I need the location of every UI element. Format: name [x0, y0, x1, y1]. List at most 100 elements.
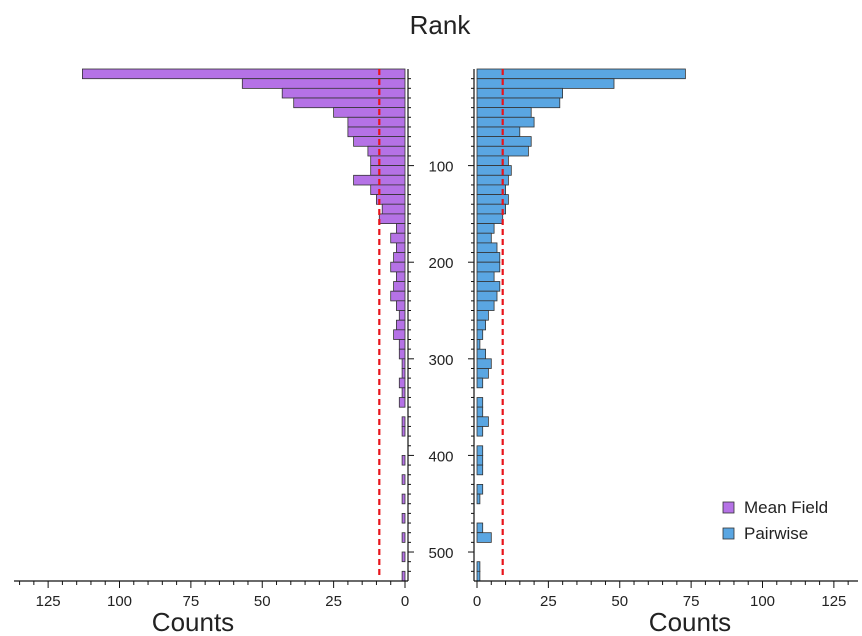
pairwise-bar-170 [476, 232, 492, 244]
pairwise-bar-120 [476, 184, 507, 195]
pairwise-bar-520 [476, 570, 481, 582]
mean-field-bar-340 [398, 397, 406, 408]
mean-field-bar-150 [378, 213, 406, 224]
legend-label-pairwise: Pairwise [744, 524, 808, 543]
pairwise-bar-230 [476, 290, 498, 302]
left-x-tick-label: 125 [36, 593, 61, 610]
mean-field-bar-330 [401, 387, 406, 398]
right-x-tick-label: 75 [683, 593, 700, 610]
legend: Mean Field Pairwise [722, 498, 828, 543]
mean-field-bar-260 [395, 319, 406, 331]
pairwise-bar-400 [476, 454, 484, 466]
mean-field-bars [82, 68, 406, 582]
pairwise-bar-190 [476, 252, 501, 263]
mean-field-bar-280 [398, 339, 406, 350]
mean-field-bar-300 [401, 358, 406, 369]
pairwise-bar-180 [476, 242, 498, 253]
mean-field-bar-120 [370, 184, 406, 195]
right-x-axis-label: Counts [649, 607, 731, 636]
mean-field-bar-30 [293, 97, 406, 109]
mean-field-bar-100 [370, 165, 406, 176]
pairwise-bar-60 [476, 126, 521, 138]
mean-field-bar-80 [367, 145, 406, 157]
mean-field-bar-240 [395, 300, 406, 311]
mean-field-bar-500 [401, 551, 406, 563]
mean-field-bar-230 [390, 290, 406, 302]
pairwise-bar-260 [476, 319, 487, 331]
mean-field-bar-220 [393, 281, 406, 292]
mean-field-bar-160 [395, 223, 406, 234]
mean-field-bar-420 [401, 474, 406, 485]
right-x-tick-label: 125 [821, 593, 846, 610]
mean-field-bar-480 [401, 532, 406, 543]
right-x-tick-label: 50 [611, 593, 628, 610]
pairwise-bar-0 [476, 68, 686, 80]
pairwise-bar-210 [476, 271, 495, 282]
mean-field-bar-400 [401, 454, 406, 466]
pairwise-bar-370 [476, 425, 484, 437]
left-x-tick-label: 50 [254, 593, 271, 610]
mean-field-bar-90 [370, 155, 406, 166]
mean-field-bar-360 [401, 416, 406, 427]
pairwise-bar-280 [476, 339, 481, 350]
pairwise-bar-40 [476, 107, 532, 118]
rank-tick-label: 500 [428, 545, 453, 562]
mean-field-bar-250 [398, 310, 406, 321]
mean-field-bar-180 [395, 242, 406, 253]
pairwise-bar-440 [476, 493, 481, 505]
mean-field-bar-460 [401, 513, 406, 524]
left-x-axis-label: Counts [152, 607, 234, 636]
right-x-tick-label: 0 [473, 593, 481, 610]
mean-field-bar-130 [375, 194, 406, 205]
left-x-tick-label: 75 [183, 593, 200, 610]
pairwise-bar-470 [476, 522, 484, 534]
pairwise-bar-480 [476, 532, 492, 543]
axes: 125 100 75 50 25 0 0 25 50 75 100 125 100 200 300 400 50… [14, 69, 858, 610]
pairwise-bar-240 [476, 300, 495, 311]
pairwise-bars [476, 68, 686, 582]
rank-tick-label: 100 [428, 159, 453, 176]
pairwise-bar-160 [476, 223, 495, 234]
mean-field-bar-140 [381, 203, 406, 215]
pairwise-bar-30 [476, 97, 561, 109]
mean-field-bar-60 [347, 126, 406, 138]
legend-swatch-mean-field [722, 501, 735, 514]
pairwise-bar-220 [476, 281, 501, 292]
left-x-tick-label: 25 [325, 593, 342, 610]
mean-field-bar-0 [82, 68, 406, 80]
pairwise-bar-200 [476, 261, 501, 273]
pairwise-bar-290 [476, 348, 487, 360]
pairwise-bar-50 [476, 116, 535, 128]
pairwise-bar-390 [476, 445, 484, 456]
pairwise-bar-320 [476, 377, 484, 389]
pairwise-bar-100 [476, 165, 512, 176]
mean-field-bar-40 [333, 107, 406, 118]
mean-field-bar-320 [398, 377, 406, 389]
mean-field-bar-440 [401, 493, 406, 505]
pairwise-bar-360 [476, 416, 489, 427]
mean-field-bar-520 [401, 570, 406, 582]
pairwise-bar-20 [476, 87, 563, 99]
legend-label-mean-field: Mean Field [744, 498, 828, 517]
pairwise-bar-310 [476, 368, 489, 379]
pairwise-bar-300 [476, 358, 492, 369]
mean-field-bar-50 [347, 116, 406, 128]
mean-lines [378, 69, 504, 578]
rank-tick-label: 300 [428, 352, 453, 369]
pairwise-bar-350 [476, 406, 484, 418]
chart-title: Rank [410, 10, 472, 40]
pairwise-bar-140 [476, 203, 507, 215]
mean-field-bar-10 [241, 78, 406, 89]
rank-tick-label: 200 [428, 255, 453, 272]
mean-field-bar-270 [393, 329, 406, 340]
right-x-tick-label: 100 [750, 593, 775, 610]
mean-field-bar-370 [401, 425, 406, 437]
pairwise-bar-510 [476, 561, 481, 572]
pairwise-bar-410 [476, 464, 484, 476]
mean-field-bar-190 [393, 252, 406, 263]
mean-field-bar-20 [281, 87, 406, 99]
mean-field-bar-290 [398, 348, 406, 360]
left-x-tick-label: 100 [107, 593, 132, 610]
mean-field-bar-170 [390, 232, 406, 244]
